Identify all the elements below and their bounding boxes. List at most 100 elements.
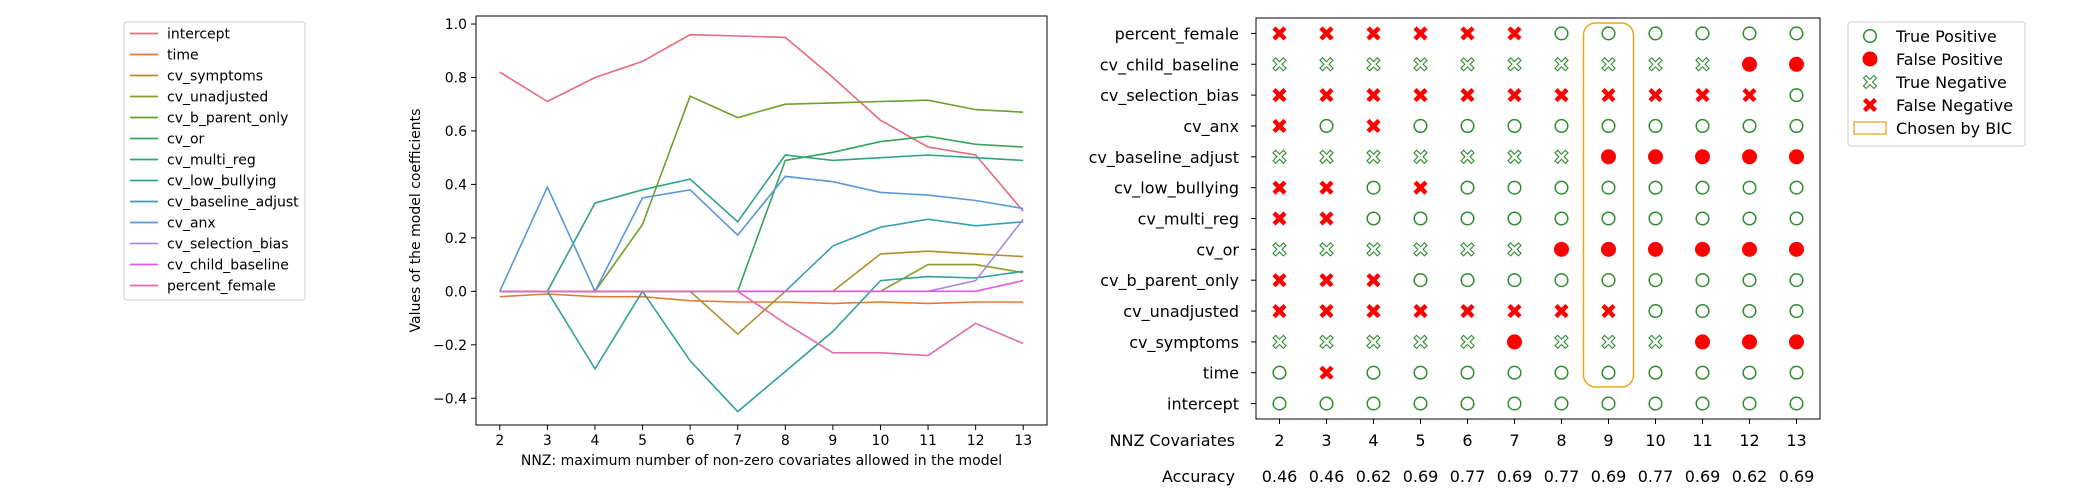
classification-grid-chart: percent_female cv_child_baseline cv_select… — [1089, 17, 1821, 486]
cell-marker-intercept-3 — [1319, 396, 1334, 411]
series-line-cv-b-parent-only — [499, 95, 1024, 293]
accuracy-label: Accuracy — [1162, 467, 1235, 486]
cell-marker-cv-unadjusted-12 — [1742, 303, 1757, 319]
cell-marker-percent-female-4 — [1366, 26, 1381, 41]
cell-marker-percent-female-3 — [1319, 26, 1334, 41]
legend-label-cv-unadjusted: cv_unadjusted — [167, 90, 268, 106]
cell-marker-percent-female-10 — [1648, 26, 1663, 41]
cell-marker-cv-baseline-adjust-12 — [1742, 149, 1757, 165]
row-label-time: time — [1203, 364, 1239, 383]
cell-marker-cv-unadjusted-3 — [1319, 303, 1334, 319]
cell-marker-cv-baseline-adjust-9 — [1601, 149, 1616, 165]
legend-label-cv-or: cv_or — [167, 132, 205, 148]
cell-marker-intercept-4 — [1366, 396, 1381, 411]
x-tick-label: 13 — [1014, 433, 1032, 449]
cell-marker-percent-female-11 — [1695, 26, 1710, 41]
cell-marker-cv-low-bullying-3 — [1319, 180, 1334, 195]
accuracy-value-12: 0.62 — [1732, 467, 1768, 486]
cell-marker-cv-multi-reg-7 — [1507, 211, 1522, 226]
y-tick-label: −0.4 — [433, 391, 467, 407]
legend-swatch-chosen-by-bic — [1853, 121, 1887, 135]
legend-swatch-true-positive — [1862, 28, 1878, 44]
row-label-cv-child-baseline: cv_child_baseline — [1100, 55, 1239, 75]
cell-marker-cv-unadjusted-6 — [1460, 303, 1475, 319]
legend-swatch-false-positive — [1862, 51, 1878, 67]
legend-swatch-false-negative — [1862, 97, 1878, 113]
row-label-cv-or: cv_or — [1196, 240, 1239, 260]
cell-marker-cv-child-baseline-6 — [1460, 56, 1475, 72]
cell-marker-cv-baseline-adjust-8 — [1554, 149, 1569, 165]
cell-marker-cv-selection-bias-4 — [1366, 88, 1381, 103]
cell-marker-cv-anx-6 — [1460, 118, 1475, 134]
cell-marker-intercept-7 — [1507, 396, 1522, 411]
x-tick-label: 6 — [686, 433, 695, 449]
column-label-3: 3 — [1321, 431, 1331, 450]
series-line-cv-symptoms — [499, 250, 1024, 336]
column-label-9: 9 — [1603, 431, 1613, 450]
cell-marker-cv-symptoms-10 — [1648, 334, 1663, 350]
cell-marker-cv-selection-bias-10 — [1648, 88, 1663, 103]
x-tick-label: 2 — [495, 433, 504, 449]
cell-marker-cv-multi-reg-11 — [1695, 211, 1710, 226]
cell-marker-cv-low-bullying-2 — [1272, 180, 1287, 195]
cell-marker-cv-or-13 — [1789, 241, 1804, 257]
y-tick-label: 0.8 — [445, 70, 467, 86]
cell-marker-time-11 — [1695, 365, 1710, 380]
column-label-4: 4 — [1368, 431, 1378, 450]
cell-marker-cv-unadjusted-10 — [1648, 303, 1663, 319]
legend-label-percent-female: percent_female — [167, 279, 276, 295]
column-label-11: 11 — [1692, 431, 1712, 450]
y-tick-label: 1.0 — [445, 17, 467, 33]
cell-marker-intercept-13 — [1789, 396, 1804, 411]
bic-highlight-box — [1582, 22, 1635, 388]
cell-marker-cv-b-parent-only-4 — [1366, 273, 1381, 288]
cell-marker-cv-symptoms-4 — [1366, 334, 1381, 350]
cell-marker-cv-symptoms-8 — [1554, 334, 1569, 350]
x-tick-label: 11 — [919, 433, 937, 449]
plot-frame — [475, 15, 1048, 426]
cell-marker-cv-b-parent-only-13 — [1789, 273, 1804, 288]
column-label-8: 8 — [1556, 431, 1566, 450]
cell-marker-percent-female-8 — [1554, 26, 1569, 41]
cell-marker-cv-low-bullying-13 — [1789, 180, 1804, 195]
cell-marker-cv-or-3 — [1319, 242, 1334, 257]
cell-marker-cv-or-5 — [1413, 242, 1428, 257]
cell-marker-cv-unadjusted-4 — [1366, 303, 1381, 319]
cell-marker-cv-or-2 — [1272, 242, 1287, 257]
cell-marker-cv-selection-bias-5 — [1413, 88, 1428, 103]
cell-marker-cv-or-9 — [1601, 241, 1616, 257]
cell-marker-cv-b-parent-only-10 — [1648, 273, 1663, 288]
cell-marker-cv-low-bullying-12 — [1742, 180, 1757, 195]
series-line-time — [499, 293, 1024, 305]
x-tick-label: 8 — [781, 433, 790, 449]
accuracy-value-4: 0.62 — [1356, 467, 1392, 486]
cell-marker-cv-or-7 — [1507, 242, 1522, 257]
cell-marker-cv-b-parent-only-2 — [1272, 273, 1287, 288]
cell-marker-cv-multi-reg-4 — [1366, 211, 1381, 226]
series-line-cv-or — [499, 135, 1024, 293]
cell-marker-cv-child-baseline-7 — [1507, 56, 1522, 72]
legend-label-cv-b-parent-only: cv_b_parent_only — [167, 111, 288, 127]
cell-marker-percent-female-9 — [1601, 26, 1616, 41]
series-line-cv-child-baseline — [499, 279, 1024, 293]
cell-marker-intercept-11 — [1695, 396, 1710, 411]
cell-marker-cv-child-baseline-3 — [1319, 56, 1334, 72]
x-tick-label: 3 — [543, 433, 552, 449]
row-label-cv-multi-reg: cv_multi_reg — [1138, 210, 1239, 230]
accuracy-value-7: 0.69 — [1497, 467, 1533, 486]
x-tick-label: 7 — [733, 433, 742, 449]
grid-frame — [1255, 17, 1821, 420]
cell-marker-cv-anx-11 — [1695, 118, 1710, 134]
line-chart-legend: intercept time cv_symptoms cv_unadjusted cv_… — [123, 21, 306, 301]
cell-marker-cv-child-baseline-2 — [1272, 56, 1287, 72]
legend-label-cv-symptoms: cv_symptoms — [167, 69, 263, 85]
cell-marker-time-4 — [1366, 365, 1381, 380]
cell-marker-cv-b-parent-only-6 — [1460, 273, 1475, 288]
cell-marker-time-10 — [1648, 365, 1663, 380]
cell-marker-cv-child-baseline-8 — [1554, 56, 1569, 72]
cell-marker-cv-symptoms-2 — [1272, 334, 1287, 350]
cell-marker-time-6 — [1460, 365, 1475, 380]
cell-marker-cv-low-bullying-9 — [1601, 180, 1616, 195]
cell-marker-cv-selection-bias-9 — [1601, 88, 1616, 103]
cell-marker-cv-b-parent-only-7 — [1507, 273, 1522, 288]
